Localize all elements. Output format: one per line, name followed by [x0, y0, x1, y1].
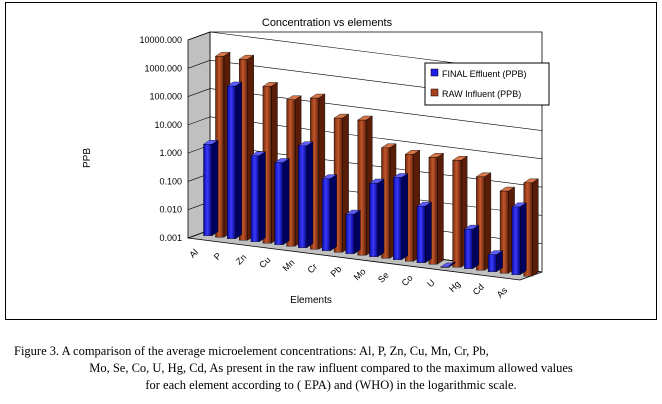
x-axis-label: Elements	[290, 295, 332, 306]
x-tick-label: U	[425, 278, 437, 290]
x-tick-label: Mn	[281, 257, 297, 273]
bar-final-effluent-zn	[250, 151, 267, 243]
y-tick-label: 0.010	[159, 205, 182, 215]
figure-caption: Figure 3. A comparison of the average mi…	[14, 343, 648, 394]
bar-final-effluent-p	[226, 81, 243, 240]
y-tick-label: 10000.000	[139, 35, 182, 45]
y-axis-label: PPB	[82, 148, 93, 168]
x-tick-label: Hg	[447, 279, 462, 294]
chart: 0.001 0.010 0.100 1.000 10.000 100.000 1000.00…	[82, 17, 550, 306]
gridline-side	[187, 60, 211, 69]
x-tick-label: Cu	[257, 255, 272, 270]
y-tick-label: 1000.000	[144, 63, 182, 73]
x-tick-label: Pb	[329, 264, 344, 279]
caption-line-2: Mo, Se, Co, U, Hg, Cd, As present in the…	[89, 361, 573, 375]
y-tick-label: 0.001	[159, 233, 182, 243]
gridline-side	[187, 116, 211, 126]
x-tick-label: Cr	[305, 261, 319, 275]
legend: FINAL Effluent (PPB) RAW Influent (PPB)	[424, 62, 550, 106]
bar-final-effluent-u	[439, 261, 456, 268]
bar-final-effluent-al	[202, 139, 219, 237]
legend-label-final-effluent: FINAL Effluent (PPB)	[442, 69, 527, 79]
x-tick-label: Co	[400, 273, 415, 288]
bar-raw-influent-as	[523, 178, 539, 277]
legend-label-raw-influent: RAW Influent (PPB)	[442, 89, 521, 99]
x-tick-label: Mo	[352, 266, 368, 282]
bar-final-effluent-cu	[273, 158, 290, 246]
y-tick-label: 100.000	[149, 92, 182, 102]
bar-final-effluent-mo	[368, 178, 385, 258]
x-tick-label: P	[212, 251, 223, 262]
y-tick-label: 10.000	[154, 120, 182, 130]
legend-box	[424, 62, 550, 106]
bar-raw-influent-co	[428, 152, 445, 265]
x-tick-label: Se	[376, 270, 391, 285]
bar-final-effluent-se	[392, 173, 409, 261]
y-tick-label: 1.000	[159, 148, 182, 158]
x-tick-label: Zn	[234, 252, 249, 267]
bar-final-effluent-as	[511, 202, 527, 276]
chart-title: Concentration vs elements	[262, 17, 393, 29]
bar-final-effluent-cd	[487, 250, 504, 273]
y-tick-label: 0.100	[159, 176, 182, 186]
caption-line-3: for each element according to ( EPA) and…	[145, 378, 517, 392]
bar-final-effluent-pb	[345, 209, 361, 255]
bar-final-effluent-mn	[297, 141, 314, 249]
bar-final-effluent-cr	[321, 174, 338, 252]
legend-swatch-final-effluent	[430, 68, 439, 77]
gridline-side	[187, 31, 211, 41]
x-tick-label: Cd	[471, 282, 486, 297]
bar-final-effluent-co	[416, 201, 433, 264]
gridline-side	[187, 88, 211, 97]
legend-swatch-raw-influent	[430, 88, 439, 97]
x-tick-label: Al	[187, 247, 200, 260]
x-tick-label: As	[495, 285, 510, 300]
caption-line-1: Figure 3. A comparison of the average mi…	[14, 344, 489, 358]
bar-final-effluent-hg	[463, 224, 480, 270]
